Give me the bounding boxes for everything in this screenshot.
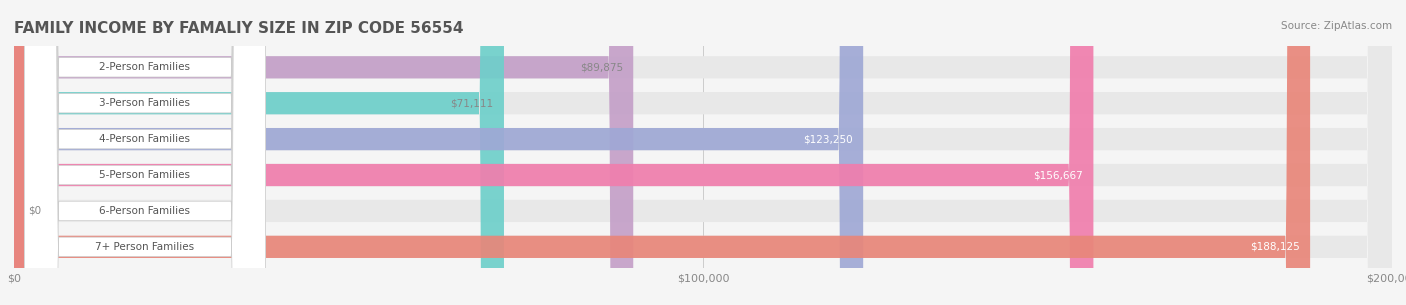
FancyBboxPatch shape bbox=[14, 0, 633, 305]
Text: FAMILY INCOME BY FAMALIY SIZE IN ZIP CODE 56554: FAMILY INCOME BY FAMALIY SIZE IN ZIP COD… bbox=[14, 21, 464, 36]
FancyBboxPatch shape bbox=[14, 0, 1094, 305]
FancyBboxPatch shape bbox=[14, 0, 863, 305]
FancyBboxPatch shape bbox=[14, 0, 1392, 305]
FancyBboxPatch shape bbox=[14, 0, 1392, 305]
FancyBboxPatch shape bbox=[24, 0, 266, 305]
Text: $188,125: $188,125 bbox=[1250, 242, 1299, 252]
FancyBboxPatch shape bbox=[14, 0, 1392, 305]
Text: $0: $0 bbox=[28, 206, 41, 216]
FancyBboxPatch shape bbox=[24, 0, 266, 305]
Text: 7+ Person Families: 7+ Person Families bbox=[96, 242, 194, 252]
Text: $156,667: $156,667 bbox=[1033, 170, 1083, 180]
FancyBboxPatch shape bbox=[14, 0, 1310, 305]
Text: $71,111: $71,111 bbox=[450, 98, 494, 108]
FancyBboxPatch shape bbox=[24, 0, 266, 305]
FancyBboxPatch shape bbox=[24, 0, 266, 305]
FancyBboxPatch shape bbox=[14, 0, 1392, 305]
FancyBboxPatch shape bbox=[14, 0, 1392, 305]
Text: 3-Person Families: 3-Person Families bbox=[100, 98, 190, 108]
FancyBboxPatch shape bbox=[24, 0, 266, 305]
FancyBboxPatch shape bbox=[14, 0, 1392, 305]
Text: $123,250: $123,250 bbox=[803, 134, 853, 144]
FancyBboxPatch shape bbox=[14, 0, 503, 305]
Text: Source: ZipAtlas.com: Source: ZipAtlas.com bbox=[1281, 21, 1392, 31]
Text: 4-Person Families: 4-Person Families bbox=[100, 134, 190, 144]
Text: 6-Person Families: 6-Person Families bbox=[100, 206, 190, 216]
Text: 5-Person Families: 5-Person Families bbox=[100, 170, 190, 180]
Text: $89,875: $89,875 bbox=[579, 62, 623, 72]
Text: 2-Person Families: 2-Person Families bbox=[100, 62, 190, 72]
FancyBboxPatch shape bbox=[24, 0, 266, 305]
